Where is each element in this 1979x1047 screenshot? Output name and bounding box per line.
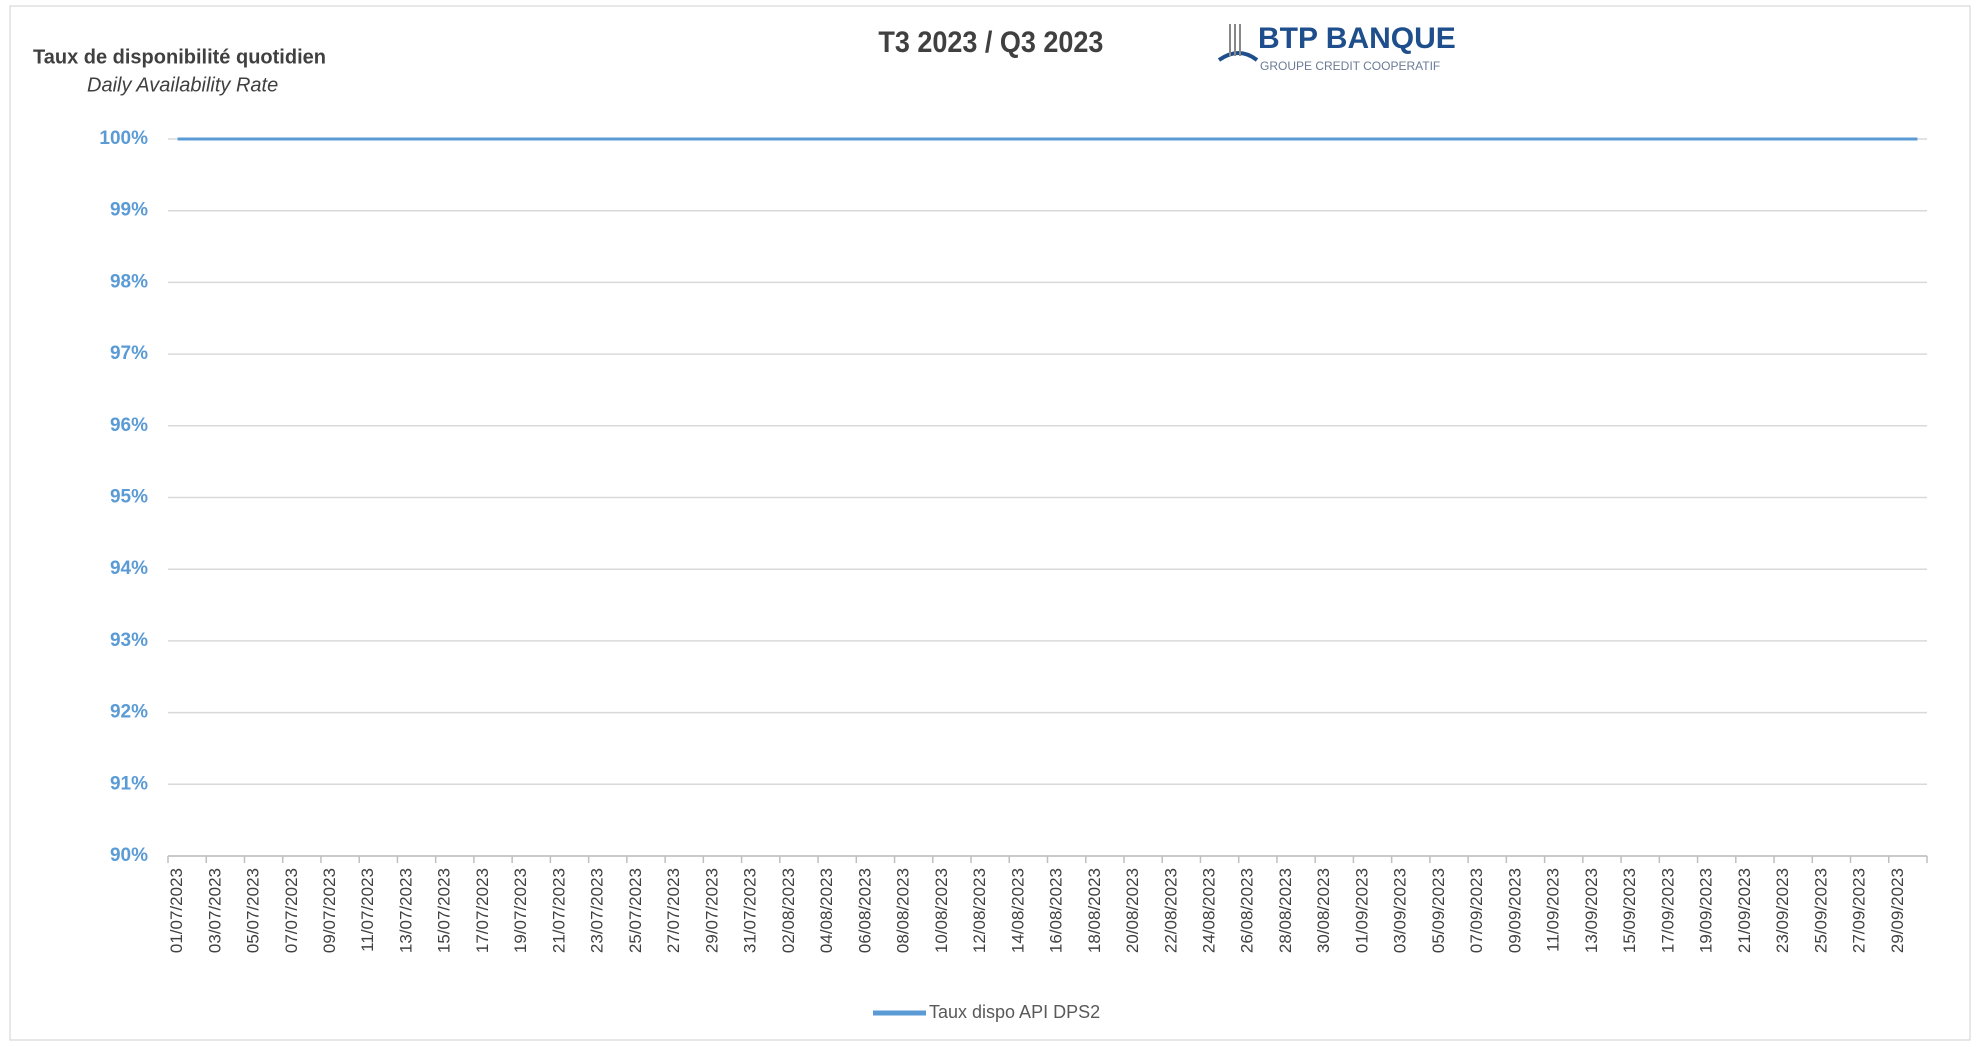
logo-bar [1239, 24, 1241, 56]
x-tick-label: 01/09/2023 [1352, 868, 1371, 953]
x-tick-label: 05/07/2023 [244, 868, 263, 953]
x-tick-label: 03/07/2023 [205, 868, 224, 953]
y-tick-label: 99% [110, 200, 148, 221]
logo-swoosh [1217, 51, 1259, 62]
legend-label: Taux dispo API DPS2 [929, 1002, 1100, 1022]
x-tick-label: 31/07/2023 [741, 868, 760, 953]
logo-bar [1229, 24, 1231, 56]
x-tick-label: 24/08/2023 [1200, 868, 1219, 953]
x-tick-label: 09/09/2023 [1505, 868, 1524, 953]
x-tick-label: 11/07/2023 [358, 868, 377, 952]
x-tick-label: 20/08/2023 [1123, 868, 1142, 953]
logo-name: BTP BANQUE [1258, 22, 1456, 55]
x-tick-label: 06/08/2023 [855, 868, 874, 953]
logo-bar [1234, 24, 1236, 56]
x-tick-label: 04/08/2023 [817, 868, 836, 953]
x-tick-label: 23/09/2023 [1773, 868, 1792, 953]
x-tick-label: 16/08/2023 [1047, 868, 1066, 953]
x-tick-label: 07/07/2023 [282, 868, 301, 953]
x-tick-label: 29/07/2023 [702, 868, 721, 953]
x-tick-label: 27/07/2023 [664, 868, 683, 953]
x-tick-label: 05/09/2023 [1429, 868, 1448, 953]
y-tick-label: 96% [110, 415, 148, 436]
logo-tagline: GROUPE CREDIT COOPERATIF [1260, 59, 1440, 73]
x-tick-label: 23/07/2023 [588, 868, 607, 953]
logo: BTP BANQUE GROUPE CREDIT COOPERATIF [1217, 22, 1456, 73]
y-tick-label: 93% [110, 630, 148, 651]
x-tick-label: 09/07/2023 [320, 868, 339, 953]
x-tick-label: 08/08/2023 [894, 868, 913, 953]
chart-title: T3 2023 / Q3 2023 [878, 26, 1103, 60]
x-tick-label: 27/09/2023 [1850, 868, 1869, 953]
x-tick-label: 13/09/2023 [1582, 868, 1601, 953]
x-tick-label: 15/09/2023 [1620, 868, 1639, 953]
x-tick-label: 11/09/2023 [1544, 868, 1563, 952]
x-tick-label: 26/08/2023 [1238, 868, 1257, 953]
chart-border [9, 5, 1971, 1041]
x-tick-label: 17/09/2023 [1658, 868, 1677, 953]
x-tick-label: 14/08/2023 [1008, 868, 1027, 953]
x-tick-label: 07/09/2023 [1467, 868, 1486, 953]
y-tick-label: 90% [110, 845, 148, 866]
x-tick-label: 10/08/2023 [932, 868, 951, 953]
x-tick-label: 30/08/2023 [1314, 868, 1333, 953]
x-tick-label: 12/08/2023 [970, 868, 989, 953]
x-tick-label: 22/08/2023 [1161, 868, 1180, 953]
x-tick-label: 21/07/2023 [549, 868, 568, 953]
x-tick-label: 03/09/2023 [1391, 868, 1410, 953]
y-tick-label: 95% [110, 487, 148, 508]
x-tick-label: 19/09/2023 [1697, 868, 1716, 953]
y-tick-label: 91% [110, 773, 148, 794]
y-axis-subtitle: Daily Availability Rate [87, 74, 278, 96]
y-tick-label: 98% [110, 271, 148, 292]
x-tick-label: 29/09/2023 [1888, 868, 1907, 953]
x-tick-label: 18/08/2023 [1085, 868, 1104, 953]
x-tick-label: 02/08/2023 [779, 868, 798, 953]
x-tick-label: 25/09/2023 [1811, 868, 1830, 953]
y-tick-label: 94% [110, 558, 148, 579]
x-tick-label: 17/07/2023 [473, 868, 492, 953]
y-axis-title: Taux de disponibilité quotidien [33, 46, 326, 68]
x-tick-label: 15/07/2023 [435, 868, 454, 953]
y-tick-label: 97% [110, 343, 148, 364]
x-tick-label: 19/07/2023 [511, 868, 530, 953]
x-tick-label: 25/07/2023 [626, 868, 645, 953]
y-tick-label: 92% [110, 702, 148, 723]
x-tick-label: 21/09/2023 [1735, 868, 1754, 953]
x-tick-label: 28/08/2023 [1276, 868, 1295, 953]
x-tick-label: 01/07/2023 [167, 868, 186, 953]
y-tick-label: 100% [99, 128, 148, 149]
x-tick-label: 13/07/2023 [396, 868, 415, 953]
